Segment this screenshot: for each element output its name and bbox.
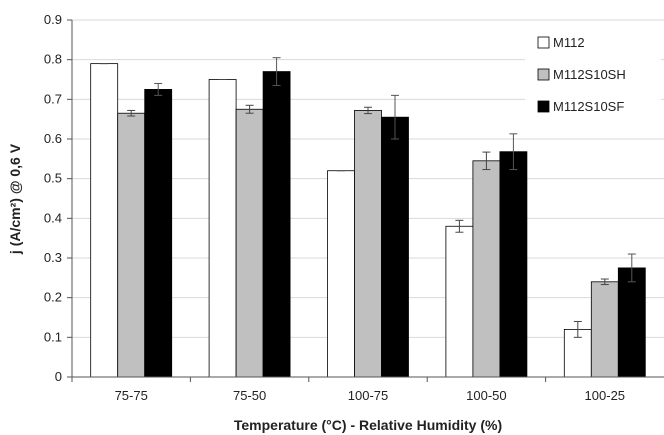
- legend-label: M112: [553, 35, 585, 50]
- bar: [590, 281, 619, 378]
- bar: [381, 116, 409, 378]
- bar: [354, 110, 382, 378]
- legend: M112 M112S10SH M112S10SF: [525, 24, 661, 126]
- y-tick-label: 0.6: [44, 131, 62, 146]
- bar: [617, 267, 646, 378]
- y-tick-label: 0.9: [44, 12, 62, 27]
- x-tick-label: 100-25: [585, 388, 625, 403]
- legend-swatch: [537, 100, 550, 113]
- y-tick-label: 0.5: [44, 171, 62, 186]
- bar: [90, 63, 119, 378]
- x-tick-label: 100-75: [348, 388, 388, 403]
- y-tick-label: 0.3: [44, 250, 62, 265]
- bar: [144, 89, 173, 378]
- legend-swatch: [537, 68, 550, 81]
- legend-swatch: [537, 36, 550, 49]
- axes-group: [71, 20, 664, 378]
- legend-label: M112S10SF: [553, 99, 624, 114]
- x-tick-label: 75-50: [233, 388, 266, 403]
- error-bars-group: [100, 57, 636, 338]
- y-tick-label: 0.7: [44, 91, 62, 106]
- x-axis-title: Temperature (°C) - Relative Humidity (%): [234, 417, 502, 433]
- y-tick-label: 0.4: [44, 210, 62, 225]
- y-tick-label: 0.1: [44, 329, 62, 344]
- bar: [117, 112, 146, 378]
- bar: [472, 160, 501, 378]
- bars-group: [90, 63, 646, 378]
- bar: [235, 108, 264, 378]
- y-tick-label: 0.8: [44, 52, 62, 67]
- y-tick-label: 0.2: [44, 290, 62, 305]
- bar: [208, 79, 237, 378]
- bar: [499, 151, 528, 378]
- x-tick-label: 100-50: [466, 388, 506, 403]
- y-tick-label: 0: [55, 369, 62, 384]
- legend-label: M112S10SH: [553, 67, 626, 82]
- x-tick-label: 75-75: [115, 388, 148, 403]
- bar: [445, 225, 474, 378]
- tick-labels-group: 0 0.1 0.2 0.3 0.4 0.5 0.6 0.7 0.8 0.9 75-75 75-50 10…: [44, 12, 625, 403]
- bar: [262, 71, 291, 378]
- bar: [327, 170, 355, 378]
- y-axis-title: j (A/cm²) @ 0,6 V: [7, 143, 23, 255]
